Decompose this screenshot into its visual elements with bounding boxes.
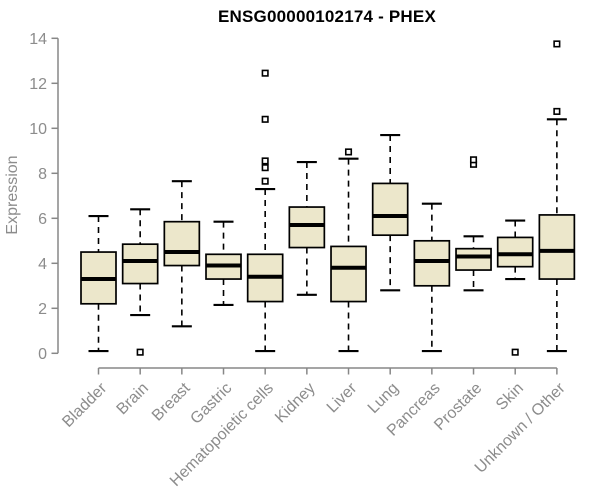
x-category-label-lung: Lung xyxy=(365,380,402,417)
boxplot-gastric xyxy=(205,220,242,307)
boxplot-liver xyxy=(330,148,367,353)
boxplot-unknown-other xyxy=(538,40,576,353)
box-rect xyxy=(538,214,576,280)
boxplot-skin xyxy=(496,219,534,356)
outlier-point xyxy=(553,107,561,115)
boxplot-breast xyxy=(163,180,201,328)
y-tick-label: 2 xyxy=(38,301,47,318)
box-rect xyxy=(496,236,534,268)
box-rect xyxy=(455,247,492,271)
chart-title: ENSG00000102174 - PHEX xyxy=(218,7,436,26)
boxplot-hematopoietic-cells xyxy=(246,69,284,353)
y-tick-label: 4 xyxy=(38,256,47,273)
box-rect xyxy=(330,245,367,303)
x-category-label-liver: Liver xyxy=(324,379,361,416)
boxplot-pancreas xyxy=(413,202,451,353)
y-tick-label: 6 xyxy=(38,211,47,228)
box-rect xyxy=(413,239,451,287)
boxplot-brain xyxy=(121,208,159,356)
outlier-point xyxy=(553,40,561,48)
box-rect xyxy=(121,243,159,285)
box-rect xyxy=(288,206,326,249)
y-tick-label: 14 xyxy=(29,31,47,48)
outlier-point xyxy=(511,348,519,356)
x-category-label-skin: Skin xyxy=(493,380,527,414)
boxplot-bladder xyxy=(80,214,117,353)
outlier-point xyxy=(261,157,269,165)
y-tick-label: 10 xyxy=(29,121,47,138)
box-rect xyxy=(163,220,201,267)
outlier-point xyxy=(261,164,269,172)
outlier-point xyxy=(136,348,144,356)
x-category-label-kidney: Kidney xyxy=(272,380,319,427)
outlier-point xyxy=(261,115,269,123)
boxplot-kidney xyxy=(288,160,326,296)
x-category-label-brain: Brain xyxy=(114,380,152,418)
boxplot-prostate xyxy=(455,156,492,292)
y-tick-label: 8 xyxy=(38,166,47,183)
outlier-point xyxy=(261,177,269,185)
x-category-label-breast: Breast xyxy=(149,379,194,424)
x-category-label-bladder: Bladder xyxy=(59,379,110,430)
outlier-point xyxy=(344,148,353,156)
box-rect xyxy=(371,182,409,237)
outlier-point xyxy=(261,69,269,77)
y-tick-label: 0 xyxy=(38,346,47,363)
boxplot-lung xyxy=(371,133,409,292)
outlier-point xyxy=(469,156,478,164)
y-tick-label: 12 xyxy=(29,76,47,93)
